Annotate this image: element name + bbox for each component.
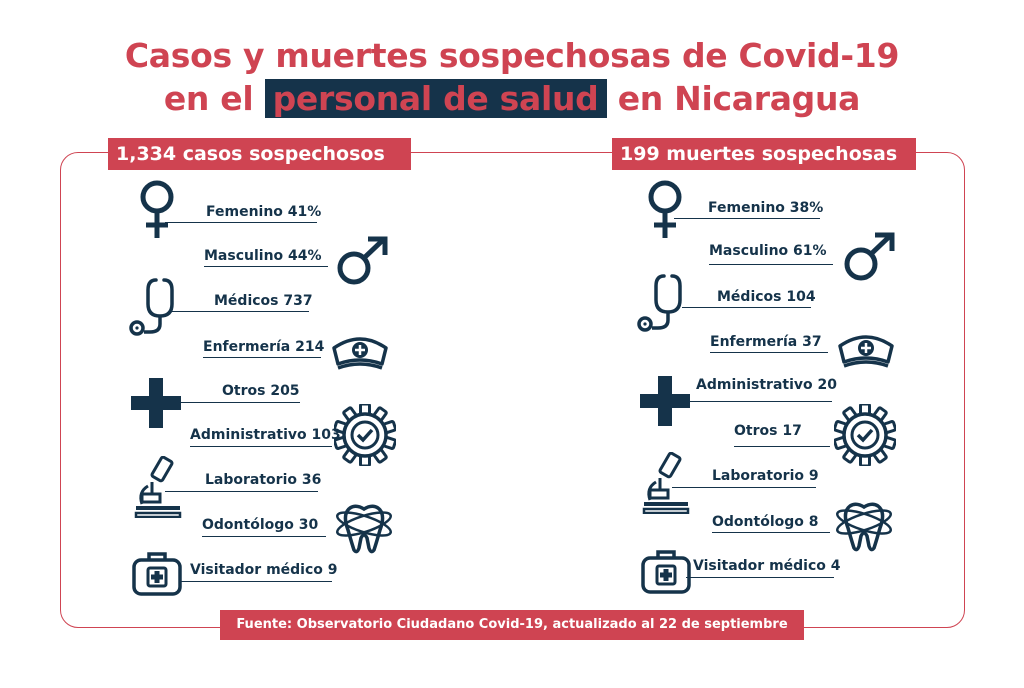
- microscope-icon: [132, 456, 184, 518]
- data-label: Administrativo 20: [696, 377, 837, 393]
- data-label: Otros 205: [222, 383, 300, 399]
- leader-line: [202, 536, 326, 538]
- leader-line: [175, 402, 300, 404]
- leader-line: [180, 581, 332, 583]
- female-icon: [133, 178, 181, 240]
- leader-line: [734, 446, 830, 448]
- nurse-cap-icon: [836, 328, 896, 374]
- leader-line: [172, 311, 309, 313]
- leader-line: [674, 218, 820, 220]
- male-icon: [334, 236, 390, 288]
- leader-line: [190, 446, 332, 448]
- tooth-icon: [834, 498, 894, 554]
- leader-line: [672, 487, 816, 489]
- data-label: Masculino 44%: [204, 248, 322, 264]
- data-label: Laboratorio 9: [712, 468, 819, 484]
- leader-line: [686, 577, 834, 579]
- title-suffix: en Nicaragua: [617, 79, 861, 118]
- leader-line: [710, 352, 828, 354]
- leader-line: [684, 401, 832, 403]
- title-prefix: en el: [163, 79, 254, 118]
- gear-check-icon: [834, 404, 896, 466]
- title-highlight: personal de salud: [264, 79, 607, 118]
- data-label: Laboratorio 36: [205, 472, 322, 488]
- plus-icon: [640, 376, 690, 426]
- data-label: Enfermería 37: [710, 334, 822, 350]
- data-label: Visitador médico 9: [190, 562, 338, 578]
- data-label: Odontólogo 30: [202, 517, 319, 533]
- leader-line: [203, 357, 321, 359]
- data-label: Médicos 737: [214, 293, 313, 309]
- medical-case-icon: [131, 550, 183, 598]
- stethoscope-icon: [126, 276, 188, 336]
- medical-case-icon: [640, 548, 692, 596]
- leader-line: [682, 307, 811, 309]
- chart-title-line-1: Casos y muertes sospechosas de Covid-19: [124, 36, 900, 75]
- tooth-icon: [334, 500, 394, 556]
- data-label: Otros 17: [734, 423, 802, 439]
- data-label: Enfermería 214: [203, 339, 325, 355]
- leader-line: [165, 491, 318, 493]
- leader-line: [204, 266, 328, 268]
- data-label: Médicos 104: [717, 289, 816, 305]
- data-label: Femenino 38%: [708, 200, 824, 216]
- cases-header: 1,334 casos sospechosos: [108, 138, 411, 170]
- leader-line: [709, 264, 833, 266]
- chart-title-line-2: en el personal de salud en Nicaragua: [0, 79, 1024, 119]
- leader-line: [712, 532, 830, 534]
- plus-icon: [131, 378, 181, 428]
- microscope-icon: [640, 452, 692, 514]
- female-icon: [641, 178, 689, 240]
- stethoscope-icon: [634, 272, 696, 332]
- deaths-header: 199 muertes sospechosas: [612, 138, 916, 170]
- data-label: Administrativo 103: [190, 427, 341, 443]
- data-label: Masculino 61%: [709, 243, 827, 259]
- nurse-cap-icon: [330, 330, 390, 376]
- data-label: Femenino 41%: [206, 204, 322, 220]
- data-label: Odontólogo 8: [712, 514, 819, 530]
- data-label: Visitador médico 4: [693, 558, 841, 574]
- leader-line: [165, 222, 317, 224]
- male-icon: [841, 232, 897, 284]
- gear-check-icon: [334, 404, 396, 466]
- source-note: Fuente: Observatorio Ciudadano Covid-19,…: [220, 610, 804, 640]
